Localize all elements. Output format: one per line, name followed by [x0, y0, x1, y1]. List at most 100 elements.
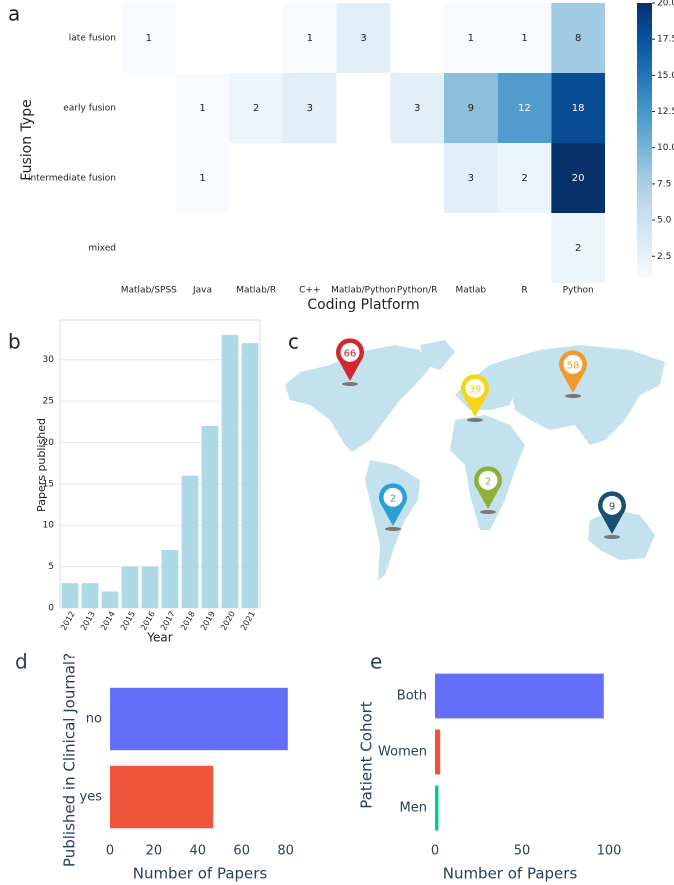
- pin-face: [340, 342, 360, 362]
- pin-shadow: [480, 510, 496, 514]
- bar: [141, 566, 159, 608]
- cell-label: 1: [468, 33, 474, 44]
- x-tick-label: 50: [514, 844, 531, 859]
- pin-label: 58: [567, 360, 580, 371]
- y-axis-title: Fusion Type: [19, 99, 35, 180]
- y-tick-label: mixed: [88, 244, 116, 254]
- x-tick-label: 2015: [119, 610, 137, 632]
- x-tick-label: 80: [277, 844, 294, 859]
- heatmap-cell: [283, 3, 337, 73]
- colorbar-tick-label: 15.0: [657, 71, 674, 81]
- y-axis-title: Papers published: [35, 418, 48, 512]
- pin-label: 2: [390, 493, 396, 504]
- y-tick-label: 30: [43, 355, 55, 365]
- y-tick-label: yes: [80, 790, 103, 805]
- pin-shadow: [565, 394, 581, 398]
- pin-face: [602, 495, 622, 515]
- panel: d no yes 0 20 40 60 80 Number of Papers Published…: [15, 650, 294, 883]
- x-tick-label: Java: [192, 286, 212, 296]
- cell-label: 2: [253, 103, 259, 114]
- x-tick-label: Matlab: [456, 286, 487, 296]
- heatmap-cell: [336, 3, 391, 73]
- x-tick-label: C++: [299, 286, 320, 296]
- heatmap-cell: [390, 73, 444, 143]
- pin-face: [465, 378, 485, 398]
- pin-label: 39: [469, 384, 482, 395]
- y-tick-label: no: [86, 712, 102, 727]
- x-axis-title: Coding Platform: [307, 297, 419, 313]
- cell-label: 1: [521, 33, 527, 44]
- y-tick-label: Both: [397, 689, 427, 704]
- bar: [121, 566, 139, 608]
- x-tick-label: 100: [597, 844, 622, 859]
- continent: [420, 340, 455, 370]
- heatmap-cell: [551, 213, 605, 283]
- panel-label: a: [8, 2, 20, 26]
- y-axis-title: Patient Cohort: [358, 701, 376, 808]
- bar: [110, 765, 214, 829]
- bar: [101, 591, 119, 608]
- x-tick-label: 2021: [239, 610, 257, 632]
- bar: [241, 343, 259, 608]
- continent: [588, 510, 655, 560]
- pin-face: [478, 470, 498, 490]
- cell-label: 9: [468, 103, 474, 114]
- continent: [285, 345, 430, 452]
- pin-face: [563, 354, 583, 374]
- cell-label: 8: [575, 33, 581, 44]
- pin-label: 9: [609, 501, 615, 512]
- bar: [81, 583, 99, 608]
- colorbar-tick-label: 10.0: [657, 143, 674, 153]
- cell-label: 3: [360, 33, 366, 44]
- cell-label: 1: [199, 103, 205, 114]
- y-axis-title: Published in Clinical Journal?: [61, 653, 79, 867]
- y-tick-label: 20: [43, 438, 55, 448]
- cell-label: 3: [468, 173, 474, 184]
- cell-label: 2: [521, 173, 527, 184]
- heatmap-cell: [497, 143, 552, 213]
- cell-label: 1: [146, 33, 152, 44]
- heatmap-cell: [551, 143, 605, 213]
- x-tick-label: 60: [233, 844, 250, 859]
- pin-label: 2: [485, 476, 491, 487]
- y-tick-label: intermediate fusion: [28, 174, 116, 184]
- y-tick-label: 5: [48, 562, 54, 572]
- y-tick-label: 10: [43, 521, 55, 531]
- x-tick-label: 2018: [179, 610, 197, 632]
- x-tick-label: 0: [431, 844, 439, 859]
- heatmap-cell: [497, 3, 552, 73]
- heatmap-cell: [551, 3, 605, 73]
- continent: [505, 345, 665, 445]
- y-tick-label: Men: [400, 801, 427, 816]
- heatmap-cell: [444, 143, 498, 213]
- heatmap-cell: [497, 73, 552, 143]
- y-tick-label: early fusion: [63, 104, 116, 114]
- x-tick-label: 2014: [99, 610, 117, 632]
- bar: [435, 729, 441, 775]
- x-tick-label: Matlab/R: [236, 286, 276, 296]
- pin-shadow: [385, 527, 401, 531]
- heatmap-cell: [122, 3, 176, 73]
- x-tick-label: Python/R: [397, 286, 437, 296]
- heatmap-cell: [175, 73, 230, 143]
- x-tick-label: 2019: [199, 610, 217, 632]
- y-tick-label: 25: [43, 397, 54, 407]
- x-tick-label: Python: [563, 286, 594, 296]
- cell-label: 1: [199, 173, 205, 184]
- pin-face: [383, 487, 403, 507]
- panel: e Both Women Men 0 50 100 Number of Papers Patie…: [358, 650, 622, 883]
- cell-label: 12: [518, 103, 531, 114]
- cell-label: 18: [572, 103, 585, 114]
- y-tick-label: Women: [378, 745, 427, 760]
- heatmap-cell: [444, 73, 498, 143]
- bar: [221, 334, 239, 608]
- panel-label: d: [15, 650, 28, 674]
- cell-label: 1: [307, 33, 313, 44]
- colorbar-tick-label: 5.0: [657, 216, 672, 226]
- panel-label: b: [8, 330, 21, 354]
- colorbar-tick-label: 17.5: [657, 35, 674, 45]
- x-axis-title: Year: [146, 631, 172, 645]
- heatmap-cell: [229, 73, 283, 143]
- pin-shadow: [467, 418, 483, 422]
